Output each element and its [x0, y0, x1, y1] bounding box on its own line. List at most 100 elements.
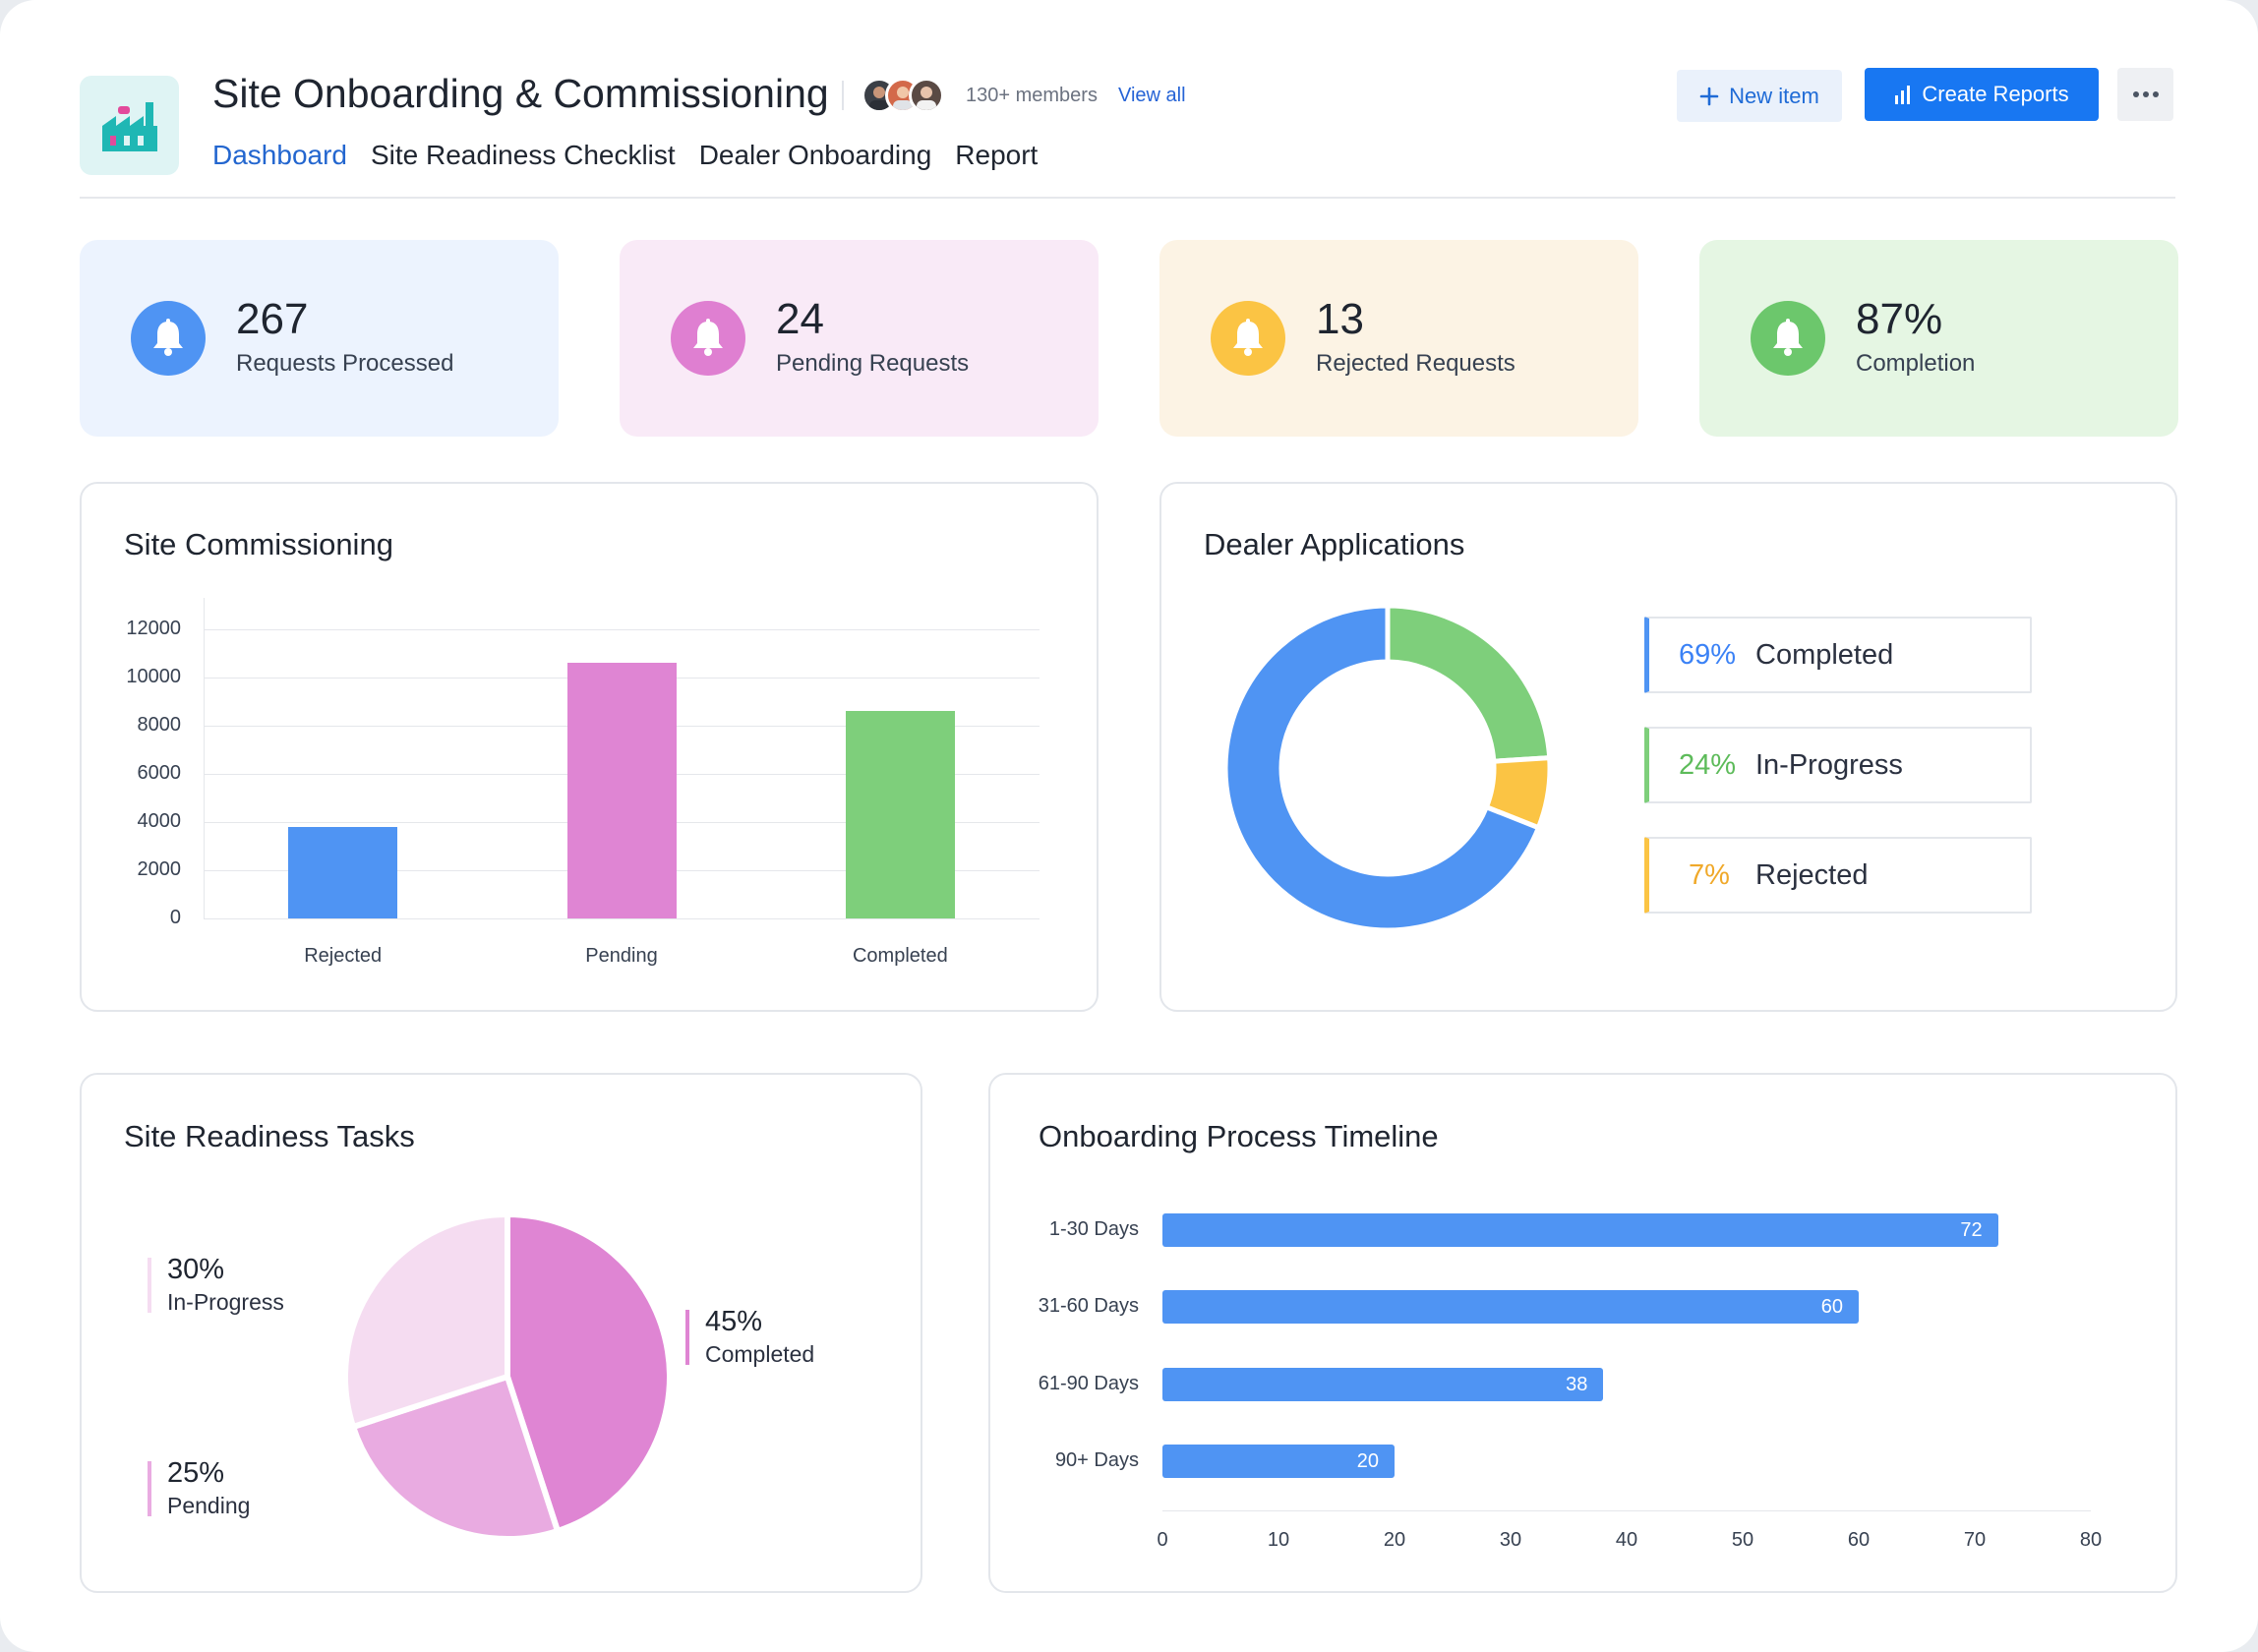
x-category-label: Rejected [304, 945, 383, 967]
stat-card-requests-processed[interactable]: 267 Requests Processed [80, 240, 559, 437]
stat-label: Rejected Requests [1316, 350, 1515, 377]
stat-value: 24 [776, 295, 824, 343]
tab-dealer-onboarding[interactable]: Dealer Onboarding [698, 140, 932, 170]
pie-slice-in-progress [342, 1211, 510, 1430]
stat-card-completion[interactable]: 87% Completion [1699, 240, 2178, 437]
tab-site-readiness-checklist[interactable]: Site Readiness Checklist [370, 140, 676, 170]
legend-name: Rejected [1755, 858, 1869, 891]
site-commissioning-title: Site Commissioning [124, 527, 393, 561]
y-category-label: 31-60 Days [1038, 1295, 1139, 1317]
site-readiness-pie [342, 1211, 673, 1542]
x-category-label: Pending [585, 945, 658, 967]
x-tick-label: 80 [2079, 1529, 2103, 1551]
legend-in-progress: 24% In-Progress [1644, 727, 2032, 803]
new-item-button[interactable]: New item [1677, 70, 1842, 122]
pie-slice-pending [350, 1374, 561, 1542]
bar-value-label: 20 [1356, 1450, 1379, 1472]
legend-completed: 69% Completed [1644, 617, 2032, 693]
gridline [204, 918, 1040, 919]
legend-name: In-Progress [1755, 748, 1903, 781]
y-tick-label: 8000 [137, 714, 182, 736]
stat-label: Pending Requests [776, 350, 970, 377]
bar-completed [845, 711, 955, 918]
bell-icon [671, 301, 745, 376]
y-tick-label: 0 [169, 907, 181, 928]
donut-slice-completed [1222, 603, 1542, 933]
ellipsis-icon [2132, 91, 2159, 97]
y-tick-label: 10000 [126, 666, 181, 687]
tab-dashboard[interactable]: Dashboard [212, 140, 347, 170]
dealer-applications-donut [1222, 603, 1553, 933]
y-tick-label: 6000 [137, 762, 182, 784]
pie-slice-completed [505, 1211, 673, 1534]
y-tick-label: 4000 [137, 810, 182, 832]
pie-label-name: In-Progress [167, 1289, 284, 1315]
bar-chart-icon [1895, 86, 1911, 104]
tab-report[interactable]: Report [955, 140, 1039, 170]
bell-icon [1751, 301, 1825, 376]
create-reports-button[interactable]: Create Reports [1865, 68, 2099, 121]
stat-card-rejected-requests[interactable]: 13 Rejected Requests [1159, 240, 1638, 437]
legend-name: Completed [1755, 638, 1894, 671]
y-category-label: 1-30 Days [1048, 1218, 1139, 1240]
stat-card-pending-requests[interactable]: 24 Pending Requests [620, 240, 1099, 437]
legend-pct: 69% [1679, 638, 1737, 671]
pie-label-name: Pending [167, 1493, 251, 1518]
legend-rejected: 7% Rejected [1644, 837, 2032, 914]
new-item-label: New item [1729, 83, 1819, 108]
site-readiness-title: Site Readiness Tasks [124, 1119, 415, 1153]
pie-label-pct: 45% [705, 1306, 763, 1337]
stat-label: Requests Processed [236, 350, 454, 377]
pie-label-indicator [685, 1310, 689, 1365]
page-title: Site Onboarding & Commissioning [212, 71, 829, 116]
member-avatars[interactable] [862, 78, 944, 113]
timeline-bar: 38 [1162, 1368, 1604, 1401]
pie-label-indicator [148, 1461, 151, 1516]
stat-label: Completion [1856, 350, 1976, 377]
timeline-bar: 60 [1162, 1290, 1859, 1324]
pie-label-pending: 25% Pending [148, 1457, 250, 1519]
x-tick-label: 20 [1383, 1529, 1406, 1551]
x-axis-line [1162, 1510, 2091, 1511]
legend-pct: 24% [1679, 748, 1737, 781]
bar-value-label: 38 [1566, 1374, 1588, 1395]
members-count: 130+ members [966, 85, 1098, 106]
pie-label-completed: 45% Completed [685, 1306, 814, 1368]
pie-label-pct: 30% [167, 1254, 225, 1285]
y-category-label: 90+ Days [1054, 1449, 1139, 1471]
pie-label-name: Completed [705, 1341, 815, 1367]
pie-label-pct: 25% [167, 1457, 225, 1489]
more-options-button[interactable] [2117, 68, 2173, 121]
title-divider [842, 81, 844, 110]
y-category-label: 61-90 Days [1038, 1373, 1139, 1394]
app-logo [80, 76, 179, 175]
stat-value: 13 [1316, 295, 1364, 343]
dealer-applications-title: Dealer Applications [1204, 527, 1465, 561]
bar-value-label: 72 [1960, 1219, 1983, 1241]
bell-icon [131, 301, 206, 376]
y-tick-label: 12000 [126, 618, 181, 639]
timeline-bar: 72 [1162, 1213, 1998, 1247]
stat-value: 87% [1856, 295, 1943, 343]
factory-icon [101, 101, 157, 151]
y-tick-label: 2000 [137, 858, 182, 880]
bar-value-label: 60 [1820, 1296, 1843, 1318]
bar-pending [566, 663, 677, 918]
x-tick-label: 70 [1963, 1529, 1987, 1551]
bell-icon [1211, 301, 1285, 376]
timeline-title: Onboarding Process Timeline [1039, 1119, 1439, 1153]
stat-value: 267 [236, 295, 309, 343]
x-tick-label: 10 [1267, 1529, 1290, 1551]
x-tick-label: 50 [1731, 1529, 1754, 1551]
x-category-label: Completed [852, 945, 948, 967]
donut-slice-in-progress [1385, 603, 1553, 764]
timeline-panel [988, 1073, 2177, 1593]
timeline-bar: 20 [1162, 1445, 1395, 1478]
x-tick-label: 40 [1615, 1529, 1638, 1551]
gridline [204, 629, 1040, 630]
pie-label-indicator [148, 1258, 151, 1313]
x-tick-label: 0 [1157, 1529, 1168, 1551]
view-all-link[interactable]: View all [1118, 85, 1186, 106]
bar-rejected [288, 826, 398, 918]
